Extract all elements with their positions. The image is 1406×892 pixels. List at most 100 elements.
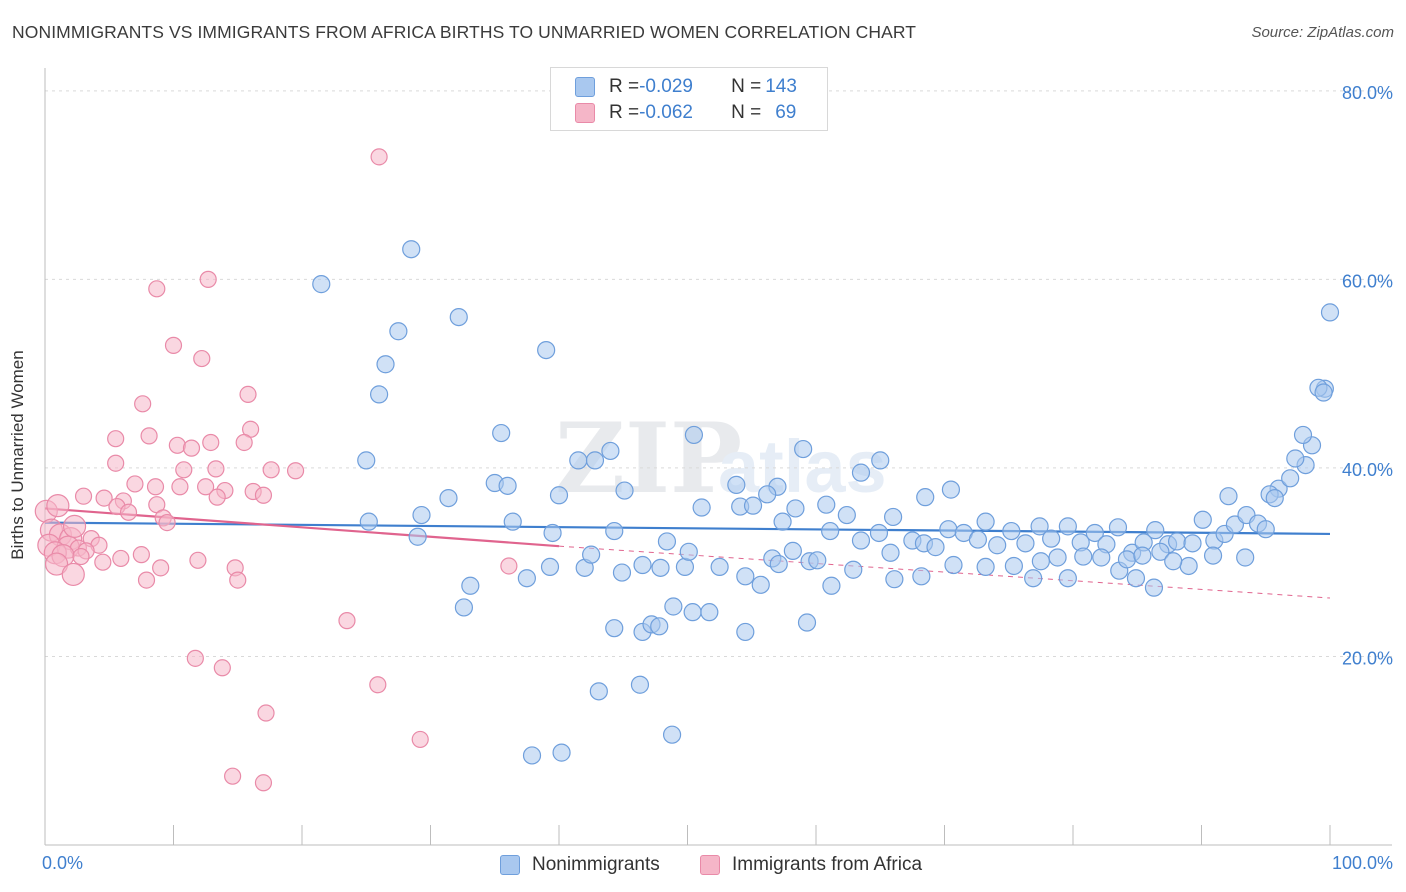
data-point-nonimmigrants	[1320, 303, 1340, 322]
data-point-nonimmigrants	[1314, 383, 1333, 402]
data-point-nonimmigrants	[881, 543, 900, 562]
data-point-nonimmigrants	[522, 746, 542, 765]
legend-swatch-pink	[575, 103, 595, 123]
data-point-nonimmigrants	[498, 476, 517, 495]
data-point-nonimmigrants	[601, 441, 620, 461]
y-tick-label: 80.0%	[1342, 83, 1393, 103]
legend-r-label: R =	[609, 76, 640, 97]
data-point-nonimmigrants	[585, 451, 605, 470]
data-point-nonimmigrants	[871, 451, 890, 470]
data-point-nonimmigrants	[821, 521, 840, 541]
data-point-immigrants	[182, 439, 201, 457]
data-point-immigrants	[286, 462, 305, 480]
data-point-nonimmigrants	[736, 622, 755, 642]
data-point-nonimmigrants	[1092, 548, 1111, 567]
legend-n-label: N =	[731, 76, 762, 97]
data-point-nonimmigrants	[751, 575, 770, 594]
data-point-immigrants	[207, 460, 225, 478]
data-point-nonimmigrants	[968, 530, 988, 549]
data-point-nonimmigrants	[389, 322, 408, 341]
data-point-nonimmigrants	[926, 538, 945, 557]
data-point-nonimmigrants	[758, 485, 777, 504]
data-point-immigrants	[164, 336, 183, 354]
data-point-nonimmigrants	[1048, 548, 1067, 567]
data-point-nonimmigrants	[657, 532, 677, 551]
data-point-nonimmigrants	[1203, 546, 1223, 565]
data-point-nonimmigrants	[1265, 488, 1284, 508]
data-point-nonimmigrants	[683, 603, 702, 622]
data-point-nonimmigrants	[1146, 521, 1165, 540]
data-point-immigrants	[95, 489, 113, 507]
data-point-nonimmigrants	[312, 275, 331, 294]
data-point-nonimmigrants	[633, 555, 652, 575]
data-point-nonimmigrants	[851, 463, 871, 482]
legend-r-value: -0.062	[639, 102, 693, 123]
data-point-nonimmigrants	[976, 557, 995, 577]
data-point-immigrants	[94, 553, 112, 571]
data-point-nonimmigrants	[1117, 550, 1137, 569]
watermark: ZIP atlas	[555, 402, 887, 515]
data-point-nonimmigrants	[851, 531, 871, 550]
data-point-nonimmigrants	[988, 536, 1007, 555]
series-immigrants-points	[34, 148, 518, 792]
data-point-nonimmigrants	[837, 505, 856, 525]
chart-title: NONIMMIGRANTS VS IMMIGRANTS FROM AFRICA …	[12, 22, 917, 42]
data-point-nonimmigrants	[605, 521, 624, 541]
data-point-nonimmigrants	[1042, 529, 1061, 548]
bottom-legend-swatch-blue	[500, 855, 520, 875]
data-point-nonimmigrants	[1219, 487, 1238, 506]
data-point-nonimmigrants	[612, 563, 632, 582]
data-point-nonimmigrants	[1151, 542, 1170, 561]
data-point-nonimmigrants	[1133, 546, 1152, 565]
data-point-immigrants	[134, 395, 152, 413]
data-point-nonimmigrants	[1024, 569, 1043, 588]
data-point-nonimmigrants	[650, 617, 669, 636]
data-point-immigrants	[197, 478, 215, 496]
data-point-nonimmigrants	[885, 570, 904, 589]
data-point-nonimmigrants	[589, 682, 608, 701]
y-axis-label: Births to Unmarried Women	[8, 350, 27, 560]
series-nonimmigrants-points	[312, 240, 1340, 765]
data-point-nonimmigrants	[503, 512, 522, 531]
data-point-nonimmigrants	[1193, 510, 1212, 529]
data-point-nonimmigrants	[370, 385, 389, 404]
data-point-immigrants	[158, 514, 176, 532]
data-point-immigrants	[152, 559, 170, 577]
data-point-immigrants	[193, 349, 211, 368]
data-point-nonimmigrants	[552, 743, 571, 762]
data-point-nonimmigrants	[1167, 532, 1187, 551]
data-point-nonimmigrants	[808, 551, 827, 570]
data-point-immigrants	[254, 774, 273, 792]
data-point-immigrants	[235, 433, 253, 452]
data-point-immigrants	[148, 280, 166, 298]
legend-row-immigrants: R = -0.062 N = 69	[575, 100, 796, 126]
data-point-nonimmigrants	[700, 603, 719, 622]
data-point-nonimmigrants	[1236, 548, 1255, 567]
data-point-immigrants	[213, 659, 231, 677]
data-point-nonimmigrants	[1085, 523, 1104, 543]
trend-line-immigrants-extrapolated	[558, 545, 1331, 599]
legend-n-value: 143	[765, 76, 797, 97]
data-point-nonimmigrants	[1074, 547, 1093, 566]
data-point-nonimmigrants	[402, 240, 421, 259]
data-point-immigrants	[112, 549, 130, 568]
data-point-immigrants	[208, 488, 226, 506]
data-point-immigrants	[257, 704, 275, 722]
x-tick-label: 100.0%	[1332, 853, 1393, 873]
data-point-nonimmigrants	[944, 555, 963, 575]
trend-line-nonimmigrants	[44, 521, 1331, 536]
data-point-nonimmigrants	[543, 523, 562, 543]
data-point-immigrants	[202, 433, 220, 452]
data-point-nonimmigrants	[357, 451, 376, 470]
data-point-nonimmigrants	[783, 541, 802, 560]
data-point-nonimmigrants	[817, 495, 836, 514]
data-point-nonimmigrants	[679, 542, 698, 561]
x-tick-label: 0.0%	[42, 853, 83, 873]
data-point-nonimmigrants	[1164, 552, 1183, 571]
bottom-legend-label: Nonimmigrants	[532, 854, 660, 875]
data-point-nonimmigrants	[786, 499, 805, 518]
data-point-nonimmigrants	[976, 512, 995, 531]
y-tick-label: 40.0%	[1342, 460, 1393, 480]
data-point-immigrants	[369, 676, 387, 694]
